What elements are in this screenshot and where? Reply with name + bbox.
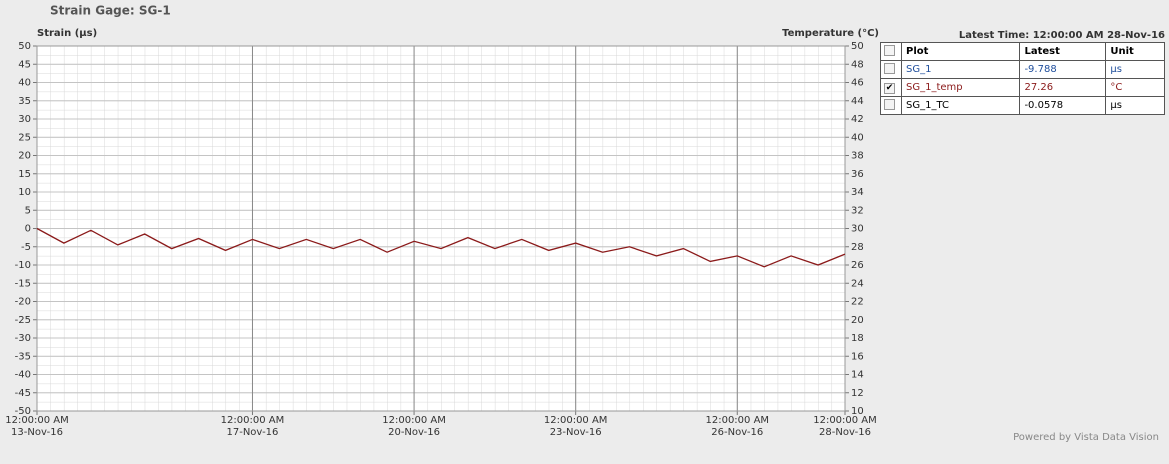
y2-tick-label: 14 [851,370,864,381]
checkbox-cell [880,42,902,61]
y2-tick-label: 26 [851,260,864,271]
y2-tick-label: 34 [851,187,864,198]
y-tick-label: 30 [18,114,31,125]
y2-tick-label: 46 [851,78,864,89]
y-tick-label: -15 [15,278,31,289]
cell-latest: 27.26 [1019,78,1107,97]
y2-tick-label: 48 [851,59,864,70]
y2-tick-label: 20 [851,315,864,326]
y2-tick-label: 24 [851,278,864,289]
y-tick-label: 10 [18,187,31,198]
y-tick-label: -10 [15,260,31,271]
y-tick-label: 40 [18,78,31,89]
cell-name: SG_1_TC [900,96,1021,115]
y-tick-label: 25 [18,132,31,143]
cell-latest: -0.0578 [1019,96,1107,115]
y-tick-label: 0 [25,224,31,235]
column-header: Latest [1019,42,1107,61]
chart-title: Strain Gage: SG-1 [50,4,171,18]
y2-tick-label: 16 [851,351,864,362]
y-tick-label: 15 [18,169,31,180]
y2-tick-label: 22 [851,297,864,308]
header-row: Plot Latest Unit [880,42,1165,61]
checkbox-cell [880,60,902,79]
checkbox[interactable] [884,44,895,56]
y-tick-label: 50 [18,41,31,52]
column-header: Plot [900,42,1021,61]
y2-tick-label: 40 [851,132,864,143]
cell-latest: -9.788 [1019,60,1107,79]
y-tick-label: -20 [15,297,31,308]
y2-tick-label: 42 [851,114,864,125]
y-tick-label: -30 [15,333,31,344]
x-tick-label: 12:00:00 AM 13-Nov-16 [5,415,69,438]
y2-tick-label: 44 [851,96,864,107]
y-tick-label: 45 [18,59,31,70]
y2-tick-label: 32 [851,205,864,216]
y2-tick-label: 36 [851,169,864,180]
x-tick-label: 12:00:00 AM 26-Nov-16 [705,415,770,438]
cell-name: SG_1_temp [900,78,1021,97]
x-tick-label: 12:00:00 AM 20-Nov-16 [382,415,446,438]
x-tick-label: 12:00:00 AM 23-Nov-16 [543,415,608,438]
y-tick-label: -35 [15,351,31,362]
checkbox[interactable] [884,62,895,74]
legend-row: ✔ SG_1_temp 27.26 °C [880,78,1165,97]
y-tick-label: -45 [15,388,31,399]
y-tick-label: 5 [25,205,31,216]
y-tick-label: -25 [15,315,31,326]
y-tick-label: -40 [15,370,31,381]
y2-tick-label: 12 [851,388,864,399]
y-tick-label: 20 [18,151,31,162]
y-tick-label: 35 [18,96,31,107]
line [36,227,846,268]
legend-row: SG_1 -9.788 µs [880,60,1165,79]
y2-axis-label: Temperature (°C) [782,28,879,39]
cell-unit: µs [1105,96,1165,115]
y-tick-label: -5 [21,242,31,253]
cell-unit: °C [1105,78,1165,97]
latest-time: Latest Time: 12:00:00 AM 28-Nov-16 [958,30,1165,41]
y2-tick-label: 28 [851,242,864,253]
cell-unit: µs [1105,60,1165,79]
checkbox-cell [880,96,902,115]
column-header: Unit [1105,42,1165,61]
y2-tick-label: 38 [851,151,864,162]
checkbox[interactable]: ✔ [884,82,895,94]
checkbox-cell: ✔ [880,78,902,97]
y2-tick-label: 18 [851,333,864,344]
y-tick-label: -50 [15,406,31,417]
y2-tick-label: 10 [851,406,864,417]
x-tick-label: 12:00:00 AM 17-Nov-16 [220,415,285,438]
cell-name: SG_1 [900,60,1021,79]
y2-tick-label: 30 [851,224,864,235]
y-axis-label: Strain (µs) [37,28,97,39]
checkbox[interactable] [884,98,895,110]
legend-row: SG_1_TC -0.0578 µs [880,96,1165,115]
x-tick-label: 12:00:00 AM 28-Nov-16 [813,415,877,438]
legend-table: Plot Latest Unit SG_1 -9.788 µs ✔ SG_1_temp 27.2… [880,42,1165,115]
y2-tick-label: 50 [851,41,864,52]
footer: Powered by Vista Data Vision [1013,432,1159,443]
